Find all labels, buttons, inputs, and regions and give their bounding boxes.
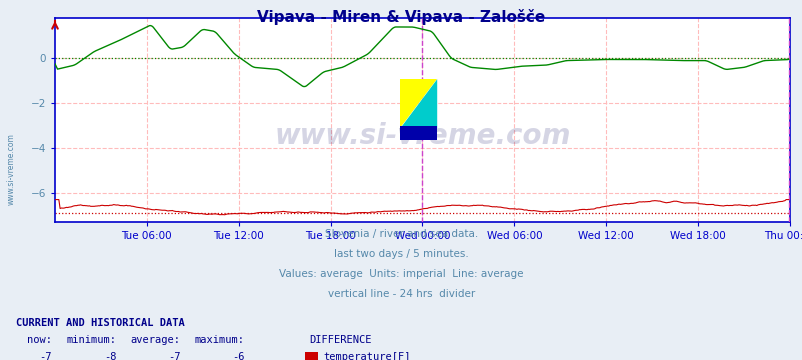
Text: Slovenia / river and sea data.: Slovenia / river and sea data. (325, 229, 477, 239)
Text: Values: average  Units: imperial  Line: average: Values: average Units: imperial Line: av… (279, 269, 523, 279)
Text: vertical line - 24 hrs  divider: vertical line - 24 hrs divider (327, 289, 475, 298)
Text: now:: now: (27, 335, 52, 345)
Text: DIFFERENCE: DIFFERENCE (309, 335, 371, 345)
Text: average:: average: (131, 335, 180, 345)
Bar (400, 126, 436, 140)
Text: -7: -7 (168, 352, 180, 360)
Text: -6: -6 (232, 352, 245, 360)
Text: www.si-vreme.com: www.si-vreme.com (6, 133, 15, 205)
Text: www.si-vreme.com: www.si-vreme.com (274, 122, 570, 150)
Text: -8: -8 (103, 352, 116, 360)
Text: minimum:: minimum: (67, 335, 116, 345)
Text: Vipava - Miren & Vipava - Zalošče: Vipava - Miren & Vipava - Zalošče (257, 9, 545, 25)
Polygon shape (400, 79, 436, 128)
Text: last two days / 5 minutes.: last two days / 5 minutes. (334, 249, 468, 259)
Text: temperature[F]: temperature[F] (323, 352, 411, 360)
Text: maximum:: maximum: (195, 335, 245, 345)
Text: -7: -7 (39, 352, 52, 360)
Text: CURRENT AND HISTORICAL DATA: CURRENT AND HISTORICAL DATA (16, 318, 184, 328)
Polygon shape (400, 79, 436, 128)
